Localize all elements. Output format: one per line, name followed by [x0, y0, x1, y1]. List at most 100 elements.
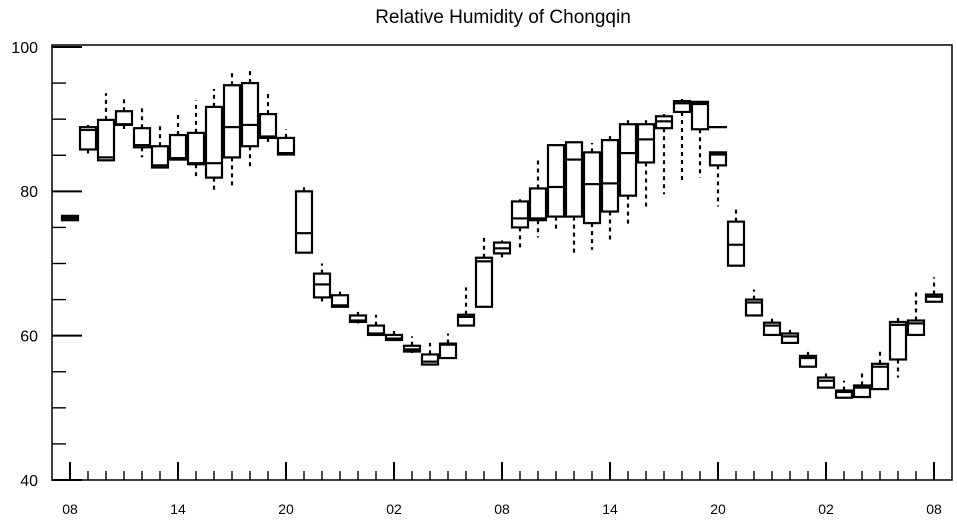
box-group-30 — [600, 132, 620, 241]
y-tick-label-60: 60 — [20, 328, 38, 345]
x-tick-label-4: 08 — [494, 501, 510, 517]
box-25 — [510, 200, 530, 229]
x-tick-label-3: 02 — [386, 501, 402, 517]
box-2 — [96, 118, 116, 162]
box-group-5 — [150, 123, 170, 169]
box-group-29 — [582, 142, 602, 250]
box-group-32 — [636, 116, 656, 208]
box-group-37 — [726, 206, 746, 267]
box-group-10 — [240, 67, 260, 169]
box-group-43 — [834, 380, 854, 399]
boxes — [60, 67, 944, 399]
box-41 — [798, 354, 818, 368]
box-group-9 — [222, 70, 242, 187]
box-group-28 — [564, 141, 584, 253]
box-35 — [690, 100, 710, 131]
box-13 — [294, 190, 314, 254]
box-23 — [474, 256, 494, 308]
y-tick-label-100: 100 — [11, 40, 38, 57]
box-group-19 — [402, 336, 422, 353]
box-10 — [240, 81, 260, 148]
box-group-39 — [762, 314, 782, 337]
chart-title: Relative Humidity of Chongqin — [375, 7, 631, 28]
box-43 — [834, 389, 854, 399]
box-group-21 — [438, 333, 458, 360]
box-15 — [330, 294, 350, 308]
box-44 — [852, 384, 872, 399]
box-group-33 — [654, 114, 674, 195]
box-group-25 — [510, 199, 530, 248]
box-group-24 — [492, 240, 512, 262]
box-group-44 — [852, 372, 872, 399]
x-tick-label-7: 02 — [818, 501, 834, 517]
x-tick-label-6: 20 — [710, 501, 726, 517]
x-tick-labels: 08 14 20 02 08 14 20 02 08 — [62, 501, 942, 517]
box-group-27 — [546, 144, 566, 231]
box-6 — [168, 133, 188, 161]
box-5 — [150, 145, 170, 169]
box-group-20 — [420, 342, 440, 366]
box-34 — [672, 100, 692, 114]
box-group-8 — [204, 88, 224, 191]
box-group-26 — [528, 160, 548, 238]
box-48 — [924, 293, 944, 303]
box-group-47 — [906, 290, 926, 337]
box-46 — [888, 320, 908, 361]
box-3 — [114, 110, 134, 127]
box-group-40 — [780, 329, 800, 344]
box-group-48 — [924, 277, 944, 303]
x-tick-label-5: 14 — [602, 501, 618, 517]
box-17 — [366, 324, 386, 337]
x-tick-label-0: 08 — [62, 501, 78, 517]
box-group-14 — [312, 263, 332, 305]
box-group-38 — [744, 289, 764, 317]
axis-ticks — [52, 46, 935, 481]
box-group-18 — [384, 327, 404, 342]
x-tick-label-1: 14 — [170, 501, 186, 517]
box-group-17 — [366, 314, 386, 337]
box-22 — [456, 313, 476, 327]
box-group-1 — [78, 124, 98, 156]
box-group-22 — [456, 287, 476, 327]
box-group-41 — [798, 347, 818, 368]
box-group-11 — [258, 93, 278, 146]
box-1 — [78, 126, 98, 151]
box-9 — [222, 84, 242, 159]
box-group-45 — [870, 350, 890, 391]
box-4 — [132, 127, 152, 149]
y-tick-label-80: 80 — [20, 184, 38, 201]
box-16 — [348, 314, 368, 324]
box-group-23 — [474, 236, 494, 308]
y-tick-label-40: 40 — [20, 473, 38, 490]
box-group-13 — [294, 185, 314, 254]
box-group-4 — [132, 108, 152, 158]
box-group-7 — [186, 100, 206, 177]
box-11 — [258, 113, 278, 140]
box-8 — [204, 105, 224, 179]
box-45 — [870, 362, 890, 391]
box-20 — [420, 353, 440, 366]
box-group-3 — [114, 98, 134, 133]
box-27 — [546, 144, 566, 218]
box-group-35 — [690, 100, 710, 178]
box-26 — [528, 187, 548, 222]
box-7 — [186, 131, 206, 166]
box-30 — [600, 138, 620, 213]
box-group-15 — [330, 291, 350, 308]
box-group-31 — [618, 119, 638, 226]
box-42 — [816, 376, 836, 389]
box-group-34 — [672, 98, 692, 181]
box-group-12 — [276, 129, 296, 156]
x-tick-label-2: 20 — [278, 501, 294, 517]
box-28 — [564, 141, 584, 218]
box-32 — [636, 123, 656, 164]
box-29 — [582, 151, 602, 225]
plot-frame — [51, 44, 953, 481]
box-group-2 — [96, 93, 116, 162]
box-31 — [618, 123, 638, 197]
box-group-16 — [348, 311, 368, 324]
box-group-6 — [168, 111, 188, 161]
box-group-36 — [708, 126, 728, 207]
box-group-46 — [888, 316, 908, 378]
